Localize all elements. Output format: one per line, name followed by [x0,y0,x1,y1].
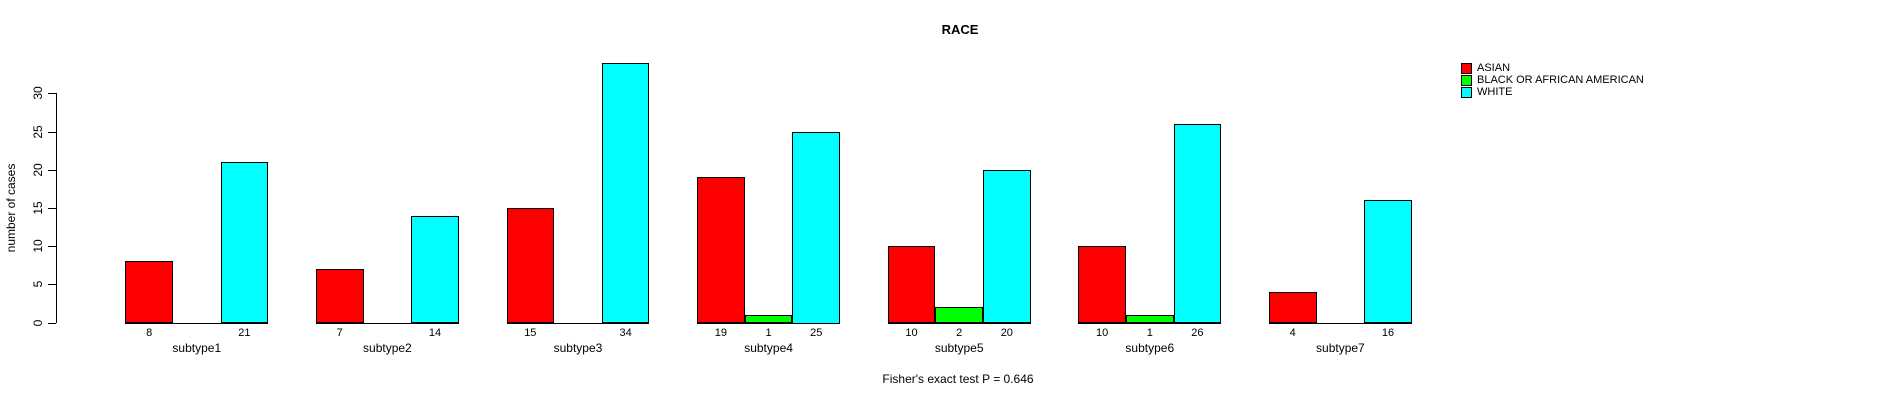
y-tick-label: 10 [31,239,45,253]
bar-value-label: 10 [905,327,918,339]
bar-asian [1078,246,1126,324]
footer-note: Fisher's exact test P = 0.646 [882,372,1034,386]
group-label: subtype7 [1316,341,1365,355]
legend-row-black-or-african-american: BLACK OR AFRICAN AMERICAN [1461,74,1644,86]
bar-value-label: 20 [1000,327,1013,339]
bar-value-label: 4 [1289,327,1296,339]
group-label: subtype6 [1125,341,1175,355]
bar-white [601,62,650,324]
group-label: subtype4 [744,341,793,355]
bar-value-label: 16 [1381,327,1395,339]
bar-white [983,169,1031,324]
legend-swatch-white [1461,86,1472,98]
y-axis-tick [48,131,56,133]
bar-group-baseline [1268,322,1412,324]
bar-value-label: 15 [524,327,537,339]
legend-row-asian: ASIAN [1461,62,1644,74]
bar-asian [1268,291,1317,324]
legend-swatch-black-or-african-american [1461,74,1472,86]
bar-value-label: 21 [238,327,251,339]
legend: ASIAN BLACK OR AFRICAN AMERICAN WHITE [1461,62,1644,98]
bar-white [1173,123,1222,324]
bar-asian [506,207,555,324]
group-label: subtype5 [934,341,984,355]
y-tick-label: 15 [31,201,45,215]
bar-black-or-african-american [935,307,983,324]
legend-swatch-asian [1461,62,1472,74]
y-axis-tick [48,93,56,95]
y-axis-tick [48,246,56,248]
legend-label-black-or-african-american: BLACK OR AFRICAN AMERICAN [1477,74,1644,86]
bar-black-or-african-american [744,314,793,324]
bar-white [792,131,841,324]
bar-white [1364,200,1412,324]
group-label: subtype3 [553,341,603,355]
bar-value-label: 10 [1096,327,1109,339]
bar-white [220,162,269,324]
bar-group-baseline [125,322,269,324]
bar-asian [125,261,173,324]
y-axis-tick [48,207,56,209]
bar-value-label: 34 [619,327,632,339]
bar-value-label: 19 [714,327,728,339]
bar-asian [887,246,936,324]
bar-asian [315,269,364,324]
y-tick-label: 5 [31,280,45,288]
bar-group-baseline [315,322,459,324]
bar-value-label: 7 [336,327,343,339]
bar-value-label: 25 [810,327,823,339]
y-tick-label: 30 [31,86,45,100]
y-tick-label: 0 [31,319,45,326]
bar-value-label: 1 [1146,327,1153,339]
group-label: subtype1 [172,341,222,355]
bar-value-label: 1 [765,327,772,339]
legend-label-white: WHITE [1477,86,1513,98]
y-axis-tick [48,284,56,286]
y-axis-line [56,93,57,324]
y-tick-label: 20 [31,163,45,177]
legend-row-white: WHITE [1461,86,1644,98]
bar-value-label: 8 [146,327,153,339]
bar-value-label: 2 [956,327,963,339]
bar-black-or-african-american [1125,314,1174,324]
bar-asian [697,177,745,324]
y-axis-tick [48,322,56,324]
bar-group-baseline [506,322,650,324]
bar-value-label: 14 [428,327,442,339]
chart-title: RACE [941,22,979,37]
group-label: subtype2 [363,341,412,355]
bar-white [411,215,459,324]
bar-value-label: 26 [1191,327,1204,339]
legend-label-asian: ASIAN [1477,62,1511,74]
y-axis-tick [48,169,56,171]
y-tick-label: 25 [31,124,45,139]
